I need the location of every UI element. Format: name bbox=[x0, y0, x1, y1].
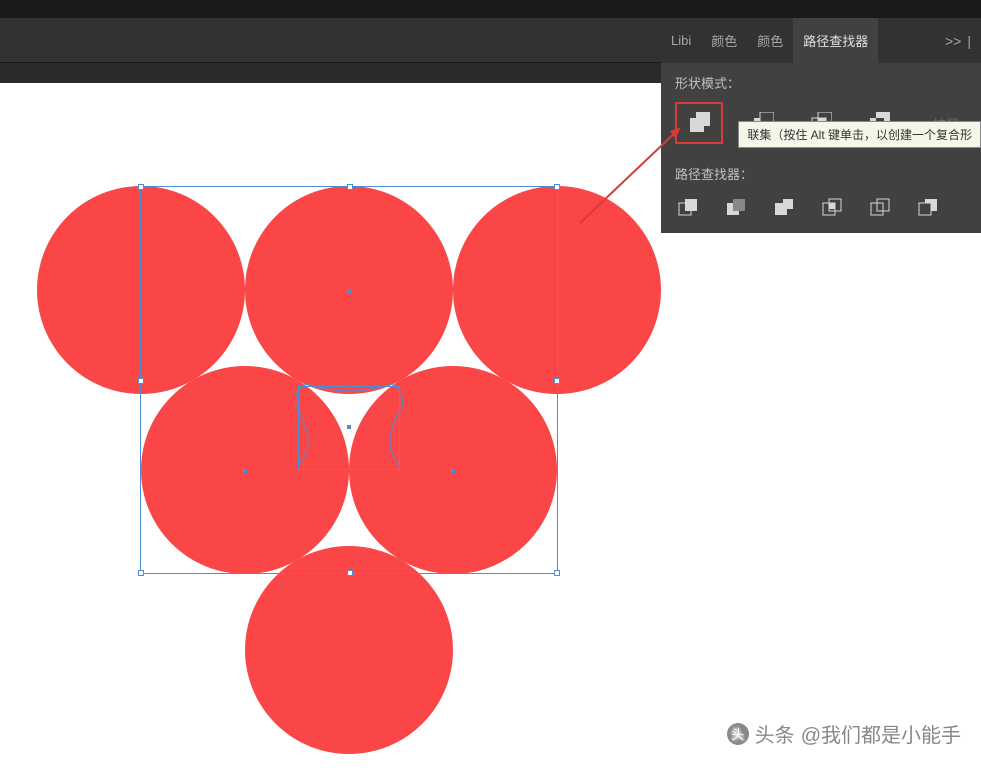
watermark: 头 头条 @我们都是小能手 bbox=[727, 719, 961, 748]
watermark-text: @我们都是小能手 bbox=[801, 719, 961, 748]
panel-tabs: Libi 颜色 颜色 路径查找器 >> | bbox=[661, 18, 981, 63]
tab-color[interactable]: 颜色 bbox=[701, 18, 747, 63]
tab-color-guide[interactable]: 颜色 bbox=[747, 18, 793, 63]
selection-bounding-box[interactable] bbox=[140, 186, 558, 574]
outline-button[interactable] bbox=[867, 195, 893, 221]
watermark-prefix: 头条 bbox=[755, 719, 795, 748]
outline-icon bbox=[869, 197, 891, 219]
merge-button[interactable] bbox=[771, 195, 797, 221]
minus-back-button[interactable] bbox=[915, 195, 941, 221]
crop-icon bbox=[821, 197, 843, 219]
circle-shape[interactable] bbox=[245, 546, 453, 754]
tab-libraries[interactable]: Libi bbox=[661, 18, 701, 63]
inner-selection-box[interactable] bbox=[298, 386, 400, 470]
unite-tooltip: 联集（按住 Alt 键单击，以创建一个复合形 bbox=[738, 121, 981, 148]
tabs-overflow[interactable]: >> | bbox=[935, 33, 981, 49]
title-bar bbox=[0, 0, 981, 18]
minus-back-icon bbox=[917, 197, 939, 219]
crop-button[interactable] bbox=[819, 195, 845, 221]
tab-pathfinder[interactable]: 路径查找器 bbox=[793, 18, 878, 63]
merge-icon bbox=[773, 197, 795, 219]
annotation-arrow bbox=[560, 73, 760, 273]
watermark-icon: 头 bbox=[727, 723, 749, 745]
